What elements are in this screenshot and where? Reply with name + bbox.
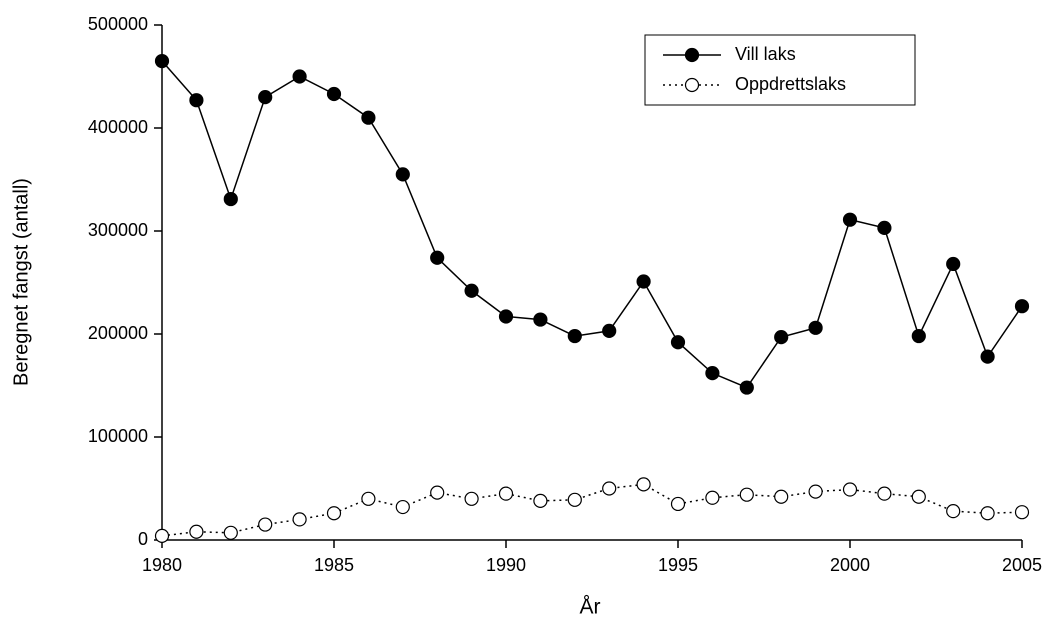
- point: [533, 312, 548, 327]
- series-line: [161, 60, 1023, 389]
- point: [842, 212, 858, 227]
- point: [808, 484, 823, 499]
- legend-label: Oppdrettslaks: [735, 74, 846, 94]
- y-tick-label: 100000: [88, 426, 148, 446]
- point: [292, 69, 307, 84]
- legend-marker: [684, 77, 700, 93]
- y-tick-label: 200000: [88, 323, 148, 343]
- point: [189, 93, 204, 108]
- series-line: [161, 483, 1023, 537]
- point: [670, 335, 686, 350]
- point: [498, 309, 514, 324]
- point: [326, 506, 342, 521]
- point: [877, 220, 892, 236]
- point: [911, 328, 926, 344]
- y-axis-label: Beregnet fangst (antall): [10, 178, 32, 386]
- point: [636, 274, 651, 289]
- y-tick-label: 500000: [88, 14, 148, 34]
- point: [223, 525, 238, 540]
- point: [1014, 299, 1030, 314]
- point: [670, 496, 686, 512]
- point: [739, 380, 754, 395]
- point: [705, 366, 720, 381]
- y-tick-label: 400000: [88, 117, 148, 137]
- point: [326, 86, 342, 102]
- x-axis-label: År: [580, 596, 601, 619]
- point: [258, 89, 273, 105]
- point: [361, 110, 376, 125]
- point: [602, 323, 617, 339]
- legend-marker: [684, 47, 700, 63]
- point: [361, 491, 376, 506]
- point: [636, 477, 651, 492]
- point: [223, 191, 238, 207]
- point: [154, 528, 170, 543]
- point: [464, 283, 479, 298]
- point: [602, 481, 617, 496]
- point: [498, 486, 514, 501]
- x-tick-label: 1980: [142, 555, 182, 575]
- point: [842, 482, 858, 497]
- legend-box: [644, 34, 916, 106]
- x-tick-label: 2000: [830, 555, 870, 575]
- point: [808, 320, 823, 335]
- point: [946, 256, 961, 272]
- point: [946, 504, 961, 519]
- point: [395, 167, 410, 182]
- point: [533, 493, 548, 508]
- x-tick-label: 2005: [1002, 555, 1042, 575]
- point: [980, 506, 995, 521]
- x-tick-label: 1990: [486, 555, 526, 575]
- x-tick-label: 1985: [314, 555, 354, 575]
- point: [464, 491, 479, 506]
- point: [877, 486, 892, 501]
- point: [774, 489, 789, 504]
- point: [911, 489, 926, 504]
- x-tick-label: 1995: [658, 555, 698, 575]
- point: [567, 328, 582, 344]
- legend-label: Vill laks: [735, 44, 796, 64]
- point: [705, 490, 720, 505]
- y-tick-label: 0: [138, 529, 148, 549]
- point: [189, 524, 204, 539]
- point: [430, 250, 445, 265]
- y-tick-label: 300000: [88, 220, 148, 240]
- point: [980, 349, 995, 364]
- point: [567, 492, 582, 507]
- point: [292, 512, 307, 527]
- point: [258, 517, 273, 532]
- point: [739, 487, 754, 502]
- point: [430, 485, 445, 500]
- point: [774, 329, 789, 345]
- point: [395, 499, 410, 515]
- point: [1014, 505, 1030, 520]
- point: [154, 53, 170, 69]
